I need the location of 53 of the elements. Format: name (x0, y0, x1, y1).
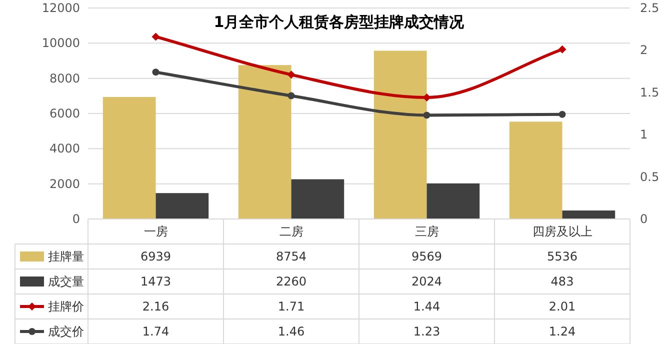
data-label: 1473 (140, 274, 172, 288)
y-tick-label: 10000 (42, 36, 80, 50)
legend-label: 成交量 (48, 274, 84, 288)
bar (102, 96, 156, 219)
x-tick-label: 三房 (414, 224, 439, 238)
y2-tick-label: 0 (640, 212, 648, 226)
point (152, 32, 160, 41)
y2-tick-label: 2.5 (640, 1, 660, 15)
point (423, 112, 430, 119)
data-label: 1.74 (142, 324, 170, 338)
y-tick-label: 4000 (49, 142, 80, 156)
data-label: 9569 (411, 250, 442, 264)
bar (291, 179, 344, 219)
y-tick-label: 0 (72, 212, 80, 226)
y-tick-label: 6000 (49, 106, 80, 120)
x-tick-label: 一房 (144, 224, 168, 238)
data-label: 483 (550, 274, 574, 288)
data-label: 5536 (546, 250, 578, 264)
y2-tick-label: 1.5 (640, 85, 660, 100)
chart-title: 1月全市个人租赁各房型挂牌成交情况 (214, 13, 466, 31)
y2-tick-label: 0.5 (640, 170, 660, 184)
point (288, 92, 295, 100)
y-tick-label: 8000 (49, 71, 80, 86)
data-label: 2024 (411, 274, 442, 288)
data-label: 6939 (140, 250, 172, 264)
bar (156, 193, 209, 219)
data-label: 8754 (276, 250, 307, 264)
data-label: 1.24 (548, 324, 576, 338)
bar (238, 65, 292, 219)
bar (426, 183, 480, 219)
point (287, 70, 296, 79)
y-tick-label: 12000 (42, 1, 80, 15)
data-label: 1.44 (413, 300, 440, 314)
data-label: 2.01 (548, 300, 576, 314)
data-label: 2.16 (142, 300, 170, 314)
y2-tick-label: 2 (640, 43, 648, 58)
legend-label: 成交价 (48, 324, 84, 338)
x-tick-label: 四房及以上 (532, 224, 592, 238)
x-tick-label: 二房 (279, 224, 304, 238)
y2-tick-label: 1 (640, 128, 648, 142)
y-tick-label: 2000 (49, 176, 80, 191)
bar (562, 210, 616, 219)
bar (509, 122, 562, 219)
legend-label: 挂牌价 (48, 300, 84, 314)
point (152, 68, 160, 76)
data-label: 1.71 (278, 300, 305, 314)
point (558, 110, 566, 118)
legend-label: 挂牌量 (48, 250, 84, 264)
bar (374, 50, 427, 219)
data-label: 1.23 (413, 324, 440, 338)
data-label: 2260 (276, 274, 307, 288)
point (558, 45, 566, 54)
data-label: 1.46 (278, 324, 305, 338)
